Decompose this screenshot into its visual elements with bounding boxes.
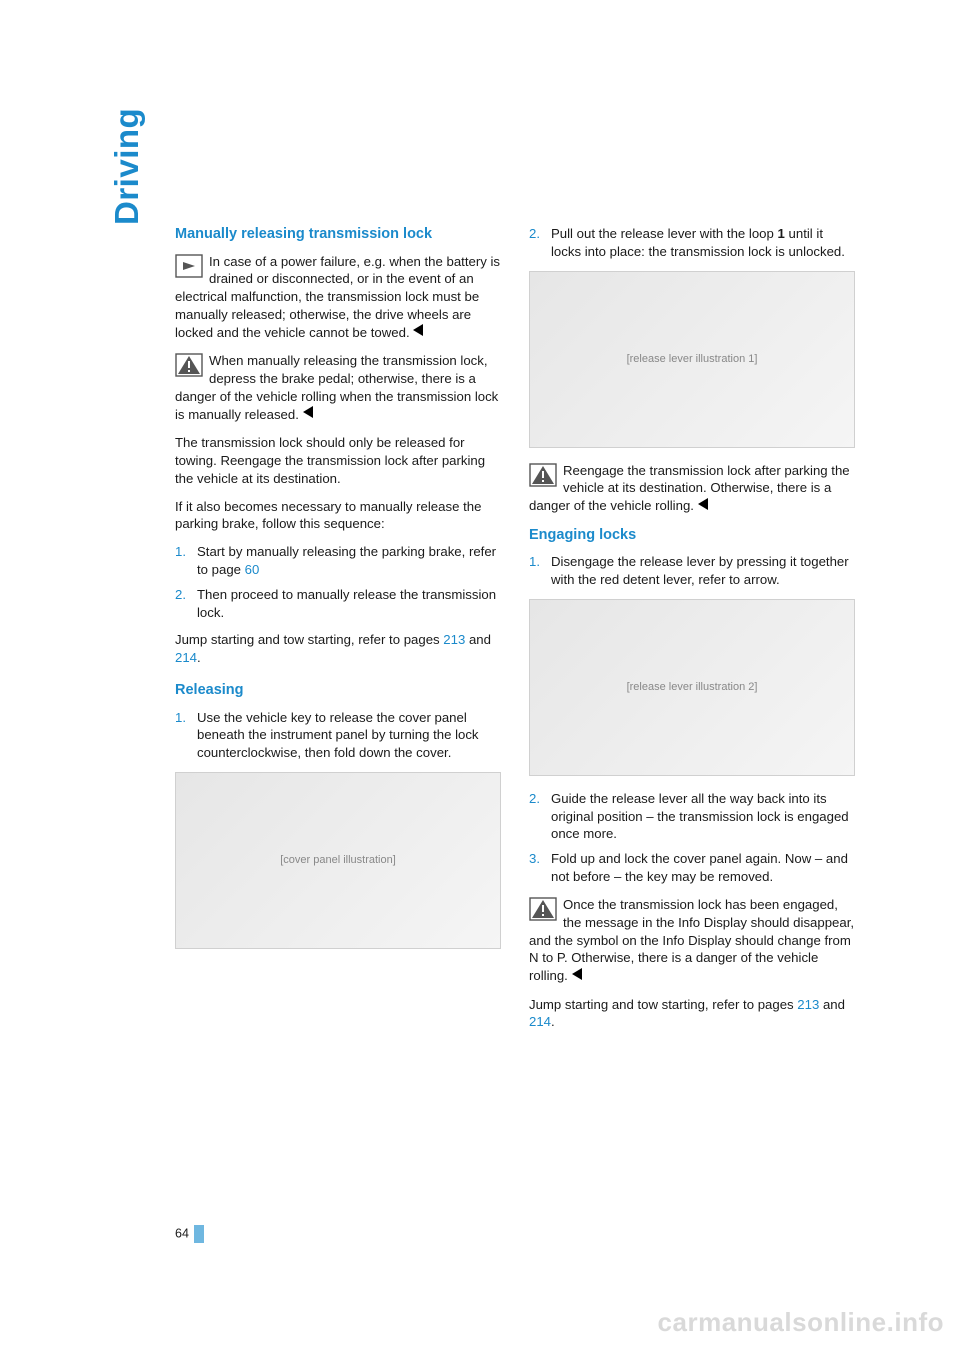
- ordered-list: 1. Start by manually releasing the parki…: [175, 543, 501, 621]
- page-ref-link[interactable]: 213: [797, 997, 819, 1012]
- column-right: 2. Pull out the release lever with the l…: [529, 225, 855, 1041]
- step-text: Start by manually releasing the parking …: [197, 544, 496, 577]
- paragraph: Jump starting and tow starting, refer to…: [175, 631, 501, 667]
- figure-release-lever-2: [release lever illustration 2]: [529, 599, 855, 776]
- warning-icon: [529, 463, 557, 492]
- paragraph: Jump starting and tow starting, refer to…: [529, 996, 855, 1032]
- step-number: 1.: [175, 709, 186, 727]
- step-number: 1.: [529, 553, 540, 571]
- list-item: 3. Fold up and lock the cover panel agai…: [529, 850, 855, 886]
- text-fragment: and: [465, 632, 491, 647]
- warning-block: Once the transmission lock has been enga…: [529, 896, 855, 986]
- end-marker-icon: [572, 967, 582, 985]
- page-number-marker-icon: [194, 1225, 204, 1243]
- warning-icon: [175, 353, 203, 382]
- heading-engaging-locks: Engaging locks: [529, 526, 855, 546]
- warning-text: When manually releasing the transmission…: [175, 353, 498, 421]
- step-text: Then proceed to manually release the tra…: [197, 587, 496, 620]
- step-number: 3.: [529, 850, 540, 868]
- figure-cover-panel: [cover panel illustration]: [175, 772, 501, 949]
- text-fragment: .: [197, 650, 201, 665]
- list-item: 2. Then proceed to manually release the …: [175, 586, 501, 622]
- warning-text: Reengage the transmission lock after par…: [529, 463, 850, 514]
- list-item: 2. Guide the release lever all the way b…: [529, 790, 855, 843]
- warning-block: When manually releasing the transmission…: [175, 352, 501, 424]
- ordered-list: 1. Disengage the release lever by pressi…: [529, 553, 855, 589]
- text-fragment: and: [819, 997, 845, 1012]
- callout-bold: 1: [778, 226, 785, 241]
- paragraph: The transmission lock should only be rel…: [175, 434, 501, 487]
- list-item: 1. Disengage the release lever by pressi…: [529, 553, 855, 589]
- two-column-layout: Manually releasing transmission lock In …: [175, 225, 850, 1041]
- step-text: Use the vehicle key to release the cover…: [197, 710, 479, 761]
- text-fragment: Jump starting and tow starting, refer to…: [175, 632, 443, 647]
- ordered-list: 2. Pull out the release lever with the l…: [529, 225, 855, 261]
- end-marker-icon: [413, 323, 423, 341]
- page-ref-link[interactable]: 214: [175, 650, 197, 665]
- step-text: Disengage the release lever by pressing …: [551, 554, 849, 587]
- step-number: 1.: [175, 543, 186, 561]
- heading-releasing: Releasing: [175, 681, 501, 701]
- figure-release-lever-1: [release lever illustration 1]: [529, 271, 855, 448]
- step-number: 2.: [529, 790, 540, 808]
- list-item: 2. Pull out the release lever with the l…: [529, 225, 855, 261]
- page-ref-link[interactable]: 60: [245, 562, 260, 577]
- page-ref-link[interactable]: 213: [443, 632, 465, 647]
- step-text: Guide the release lever all the way back…: [551, 791, 849, 842]
- step-number: 2.: [529, 225, 540, 243]
- ordered-list: 2. Guide the release lever all the way b…: [529, 790, 855, 886]
- page-ref-link[interactable]: 214: [529, 1014, 551, 1029]
- list-item: 1. Use the vehicle key to release the co…: [175, 709, 501, 762]
- paragraph: If it also becomes necessary to manually…: [175, 498, 501, 534]
- step-text: Pull out the release lever with the loop: [551, 226, 778, 241]
- warning-block: Reengage the transmission lock after par…: [529, 462, 855, 516]
- step-number: 2.: [175, 586, 186, 604]
- watermark-text: carmanualsonline.info: [658, 1307, 944, 1338]
- heading-manual-release: Manually releasing transmission lock: [175, 225, 501, 245]
- text-fragment: Jump starting and tow starting, refer to…: [529, 997, 797, 1012]
- warning-icon: [529, 897, 557, 926]
- note-block: In case of a power failure, e.g. when th…: [175, 253, 501, 343]
- end-marker-icon: [698, 497, 708, 515]
- note-text: In case of a power failure, e.g. when th…: [175, 254, 500, 340]
- end-marker-icon: [303, 405, 313, 423]
- manual-page: Driving Manually releasing transmission …: [0, 0, 960, 1358]
- text-fragment: .: [551, 1014, 555, 1029]
- column-left: Manually releasing transmission lock In …: [175, 225, 501, 1041]
- step-text: Fold up and lock the cover panel again. …: [551, 851, 848, 884]
- section-title-vertical: Driving: [108, 108, 146, 225]
- list-item: 1. Start by manually releasing the parki…: [175, 543, 501, 579]
- page-number: 64: [175, 1225, 204, 1243]
- page-number-text: 64: [175, 1226, 189, 1240]
- note-icon: [175, 254, 203, 283]
- ordered-list: 1. Use the vehicle key to release the co…: [175, 709, 501, 762]
